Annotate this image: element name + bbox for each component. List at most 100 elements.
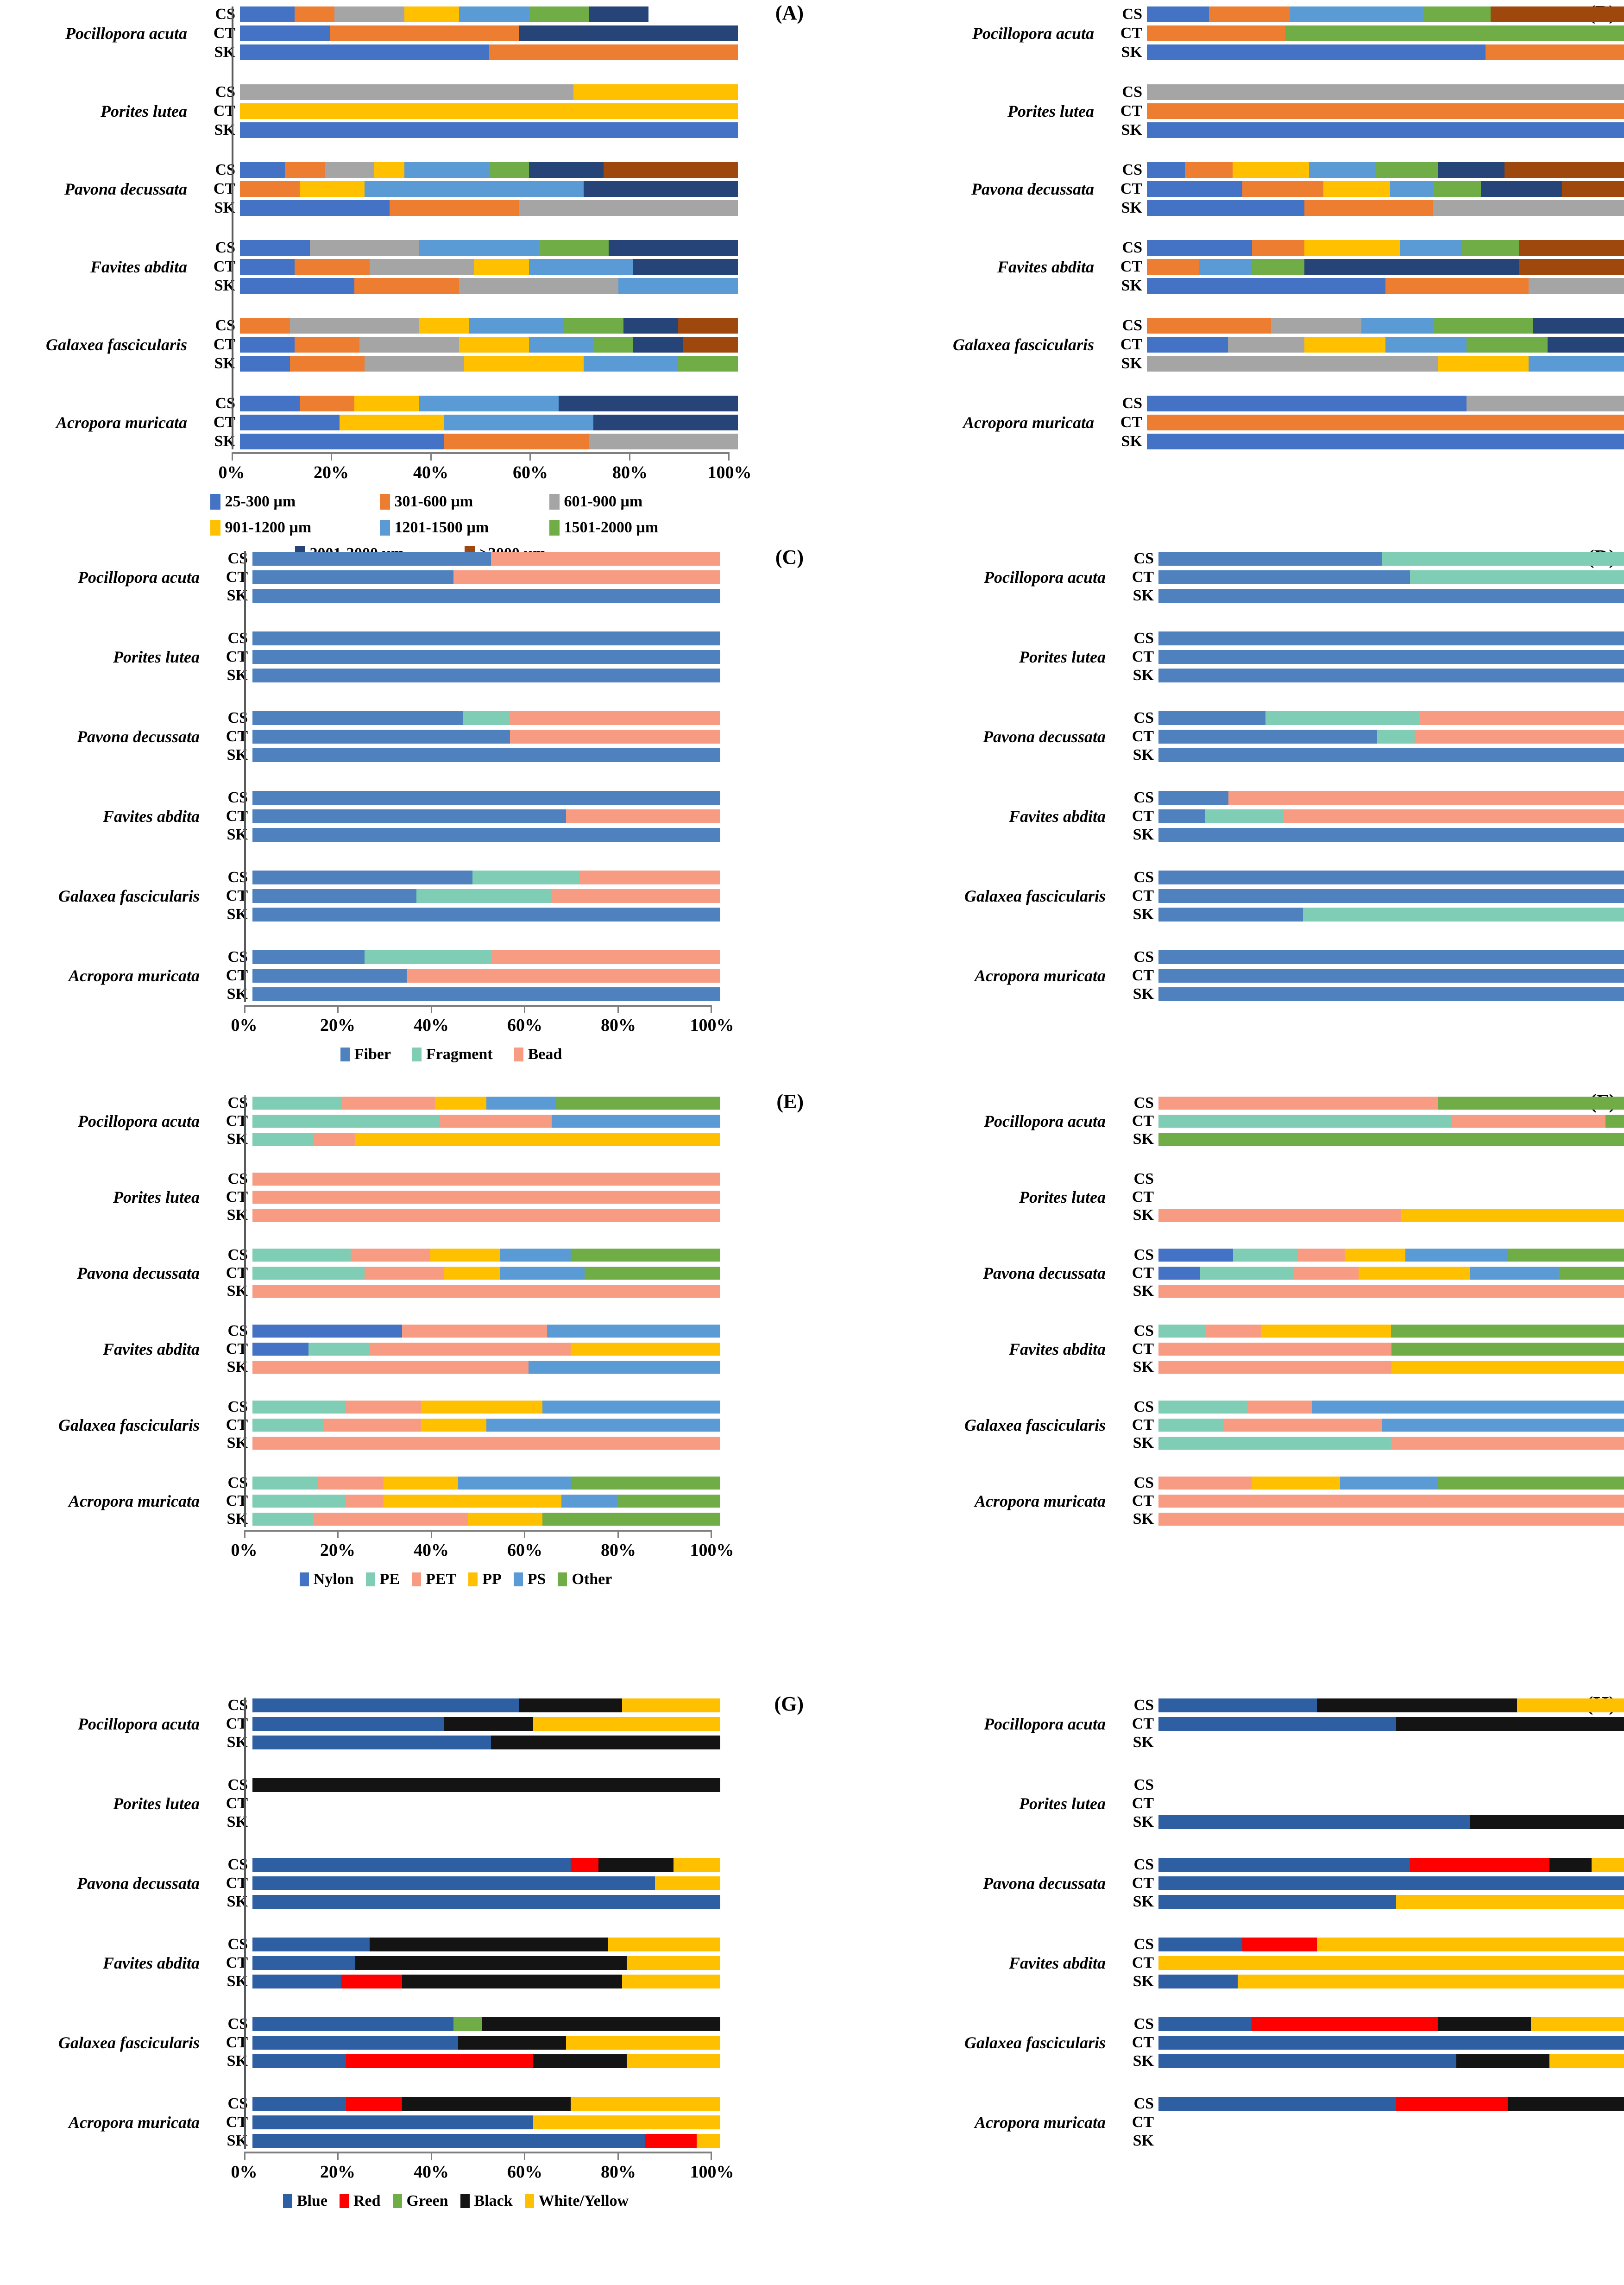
bar-segment [1298,1249,1345,1262]
species-label: Favites abdita [103,807,200,826]
legend-item[interactable]: Other [558,1571,612,1588]
bar-segment [1158,1419,1224,1432]
bar-segment [252,1495,346,1508]
species-label: Favites abdita [90,258,187,276]
legend-item[interactable]: Green [392,2192,448,2210]
legend-label: 901-1200 µm [225,519,312,536]
legend-item[interactable]: Blue [283,2192,327,2210]
stacked-bar [240,318,738,334]
bar-segment [1548,337,1624,353]
stacked-bar [1158,2036,1624,2050]
bar-segment [252,1437,720,1450]
bar-segment [1158,987,1624,1001]
stacked-bar [1147,162,1624,178]
bar-segment [240,278,355,294]
species-label: Acropora muricata [963,413,1094,432]
species-group: Porites lutea CS CT SK [812,631,1624,683]
bar-segment [464,356,584,372]
bar-segment [252,1361,529,1374]
legend-item[interactable]: 601-900 µm [549,493,719,511]
table-row: CS [1111,870,1624,885]
legend-label: PP [482,1571,502,1588]
compartment-rows: CS CT SK [1100,6,1624,60]
legend-label: White/Yellow [538,2192,629,2209]
legend-item[interactable]: PS [513,1571,546,1588]
bar-segment [1147,240,1252,256]
table-row: CT [205,2035,812,2051]
stacked-bar [252,969,720,983]
bar-segment [252,809,566,823]
stacked-bar [1147,44,1624,60]
legend-item[interactable]: 1501-2000 µm [549,519,719,537]
x-tick-label: 80% [601,1016,636,1035]
bar-segment [240,337,295,353]
bar-segment [240,84,574,100]
bar-segment [1382,1419,1624,1432]
stacked-bar [1158,1477,1624,1490]
bar-segment [1382,552,1624,566]
legend-item[interactable]: PE [365,1571,400,1588]
bar-segment [252,1513,314,1526]
bar-segment [633,337,683,353]
legend-item[interactable]: 901-1200 µm [210,519,380,537]
table-row: CS [1111,949,1624,965]
legend-item[interactable]: Red [339,2192,381,2210]
compartment-rows: CS CT SK [193,396,812,449]
x-tick-label: 60% [507,1540,542,1560]
legend-item[interactable]: White/Yellow [524,2192,629,2210]
stacked-bar [1158,1513,1624,1526]
legend-item[interactable]: PET [412,1571,456,1588]
legend-item[interactable]: Fragment [412,1046,493,1063]
stacked-bar [252,570,720,584]
species-group: Pocillopora acuta CS CT SK [812,6,1624,60]
table-row: SK [193,278,812,294]
table-row: CS [1111,1937,1624,1952]
panel-label: (G) [774,1692,804,1715]
bar-segment [1390,181,1433,197]
bar-segment [355,1956,627,1970]
bar-segment [252,1191,720,1204]
bar-segment [1158,889,1624,903]
species-group: Galaxea fascicularis CS CT SK [0,2016,812,2069]
bar-segment [1158,950,1624,964]
species-group: Porites lutea CS CT SK [812,1777,1624,1830]
stacked-bar [1147,181,1624,197]
stacked-bar [1158,1938,1624,1951]
bar-segment [346,1495,384,1508]
table-row: SK [193,200,812,216]
x-tick-label: 60% [507,2162,542,2182]
table-row: SK [205,986,812,1002]
legend-item[interactable]: 301-600 µm [379,493,549,511]
legend-item[interactable]: Black [460,2192,513,2210]
stacked-bar [1158,650,1624,664]
compartment-label: CS [1133,1170,1154,1187]
bar-segment [252,1249,351,1262]
bar-segment [1396,2097,1508,2111]
x-axis-line [244,2152,712,2153]
legend-item[interactable]: Fiber [340,1046,391,1063]
bar-segment [1433,181,1481,197]
legend-item[interactable]: 25-300 µm [210,493,380,511]
stacked-bar [252,711,720,725]
bar-segment [453,2017,482,2031]
table-row: CT [1111,1955,1624,1971]
bar-segment [1233,162,1309,178]
species-label: Galaxea fascicularis [58,887,200,905]
legend-item[interactable]: Nylon [299,1571,354,1588]
legend-item[interactable]: 1201-1500 µm [379,519,549,537]
bar-segment [1456,2054,1550,2068]
table-row: CS [205,1247,812,1263]
bar-segment [252,1778,720,1792]
x-axis [244,1005,712,1013]
bar-segment [1158,730,1378,744]
legend-item[interactable]: Bead [514,1046,562,1063]
compartment-label: CT [1132,2114,1154,2131]
table-row: CS [193,84,812,100]
compartment-rows: CS CT SK [1111,1171,1624,1223]
legend-item[interactable]: PP [468,1571,502,1588]
x-axis-tick [430,452,432,461]
table-row: CT [1111,2035,1624,2051]
bar-segment [1147,25,1285,41]
bar-segment [1147,434,1624,449]
table-row: CS [1111,2096,1624,2112]
